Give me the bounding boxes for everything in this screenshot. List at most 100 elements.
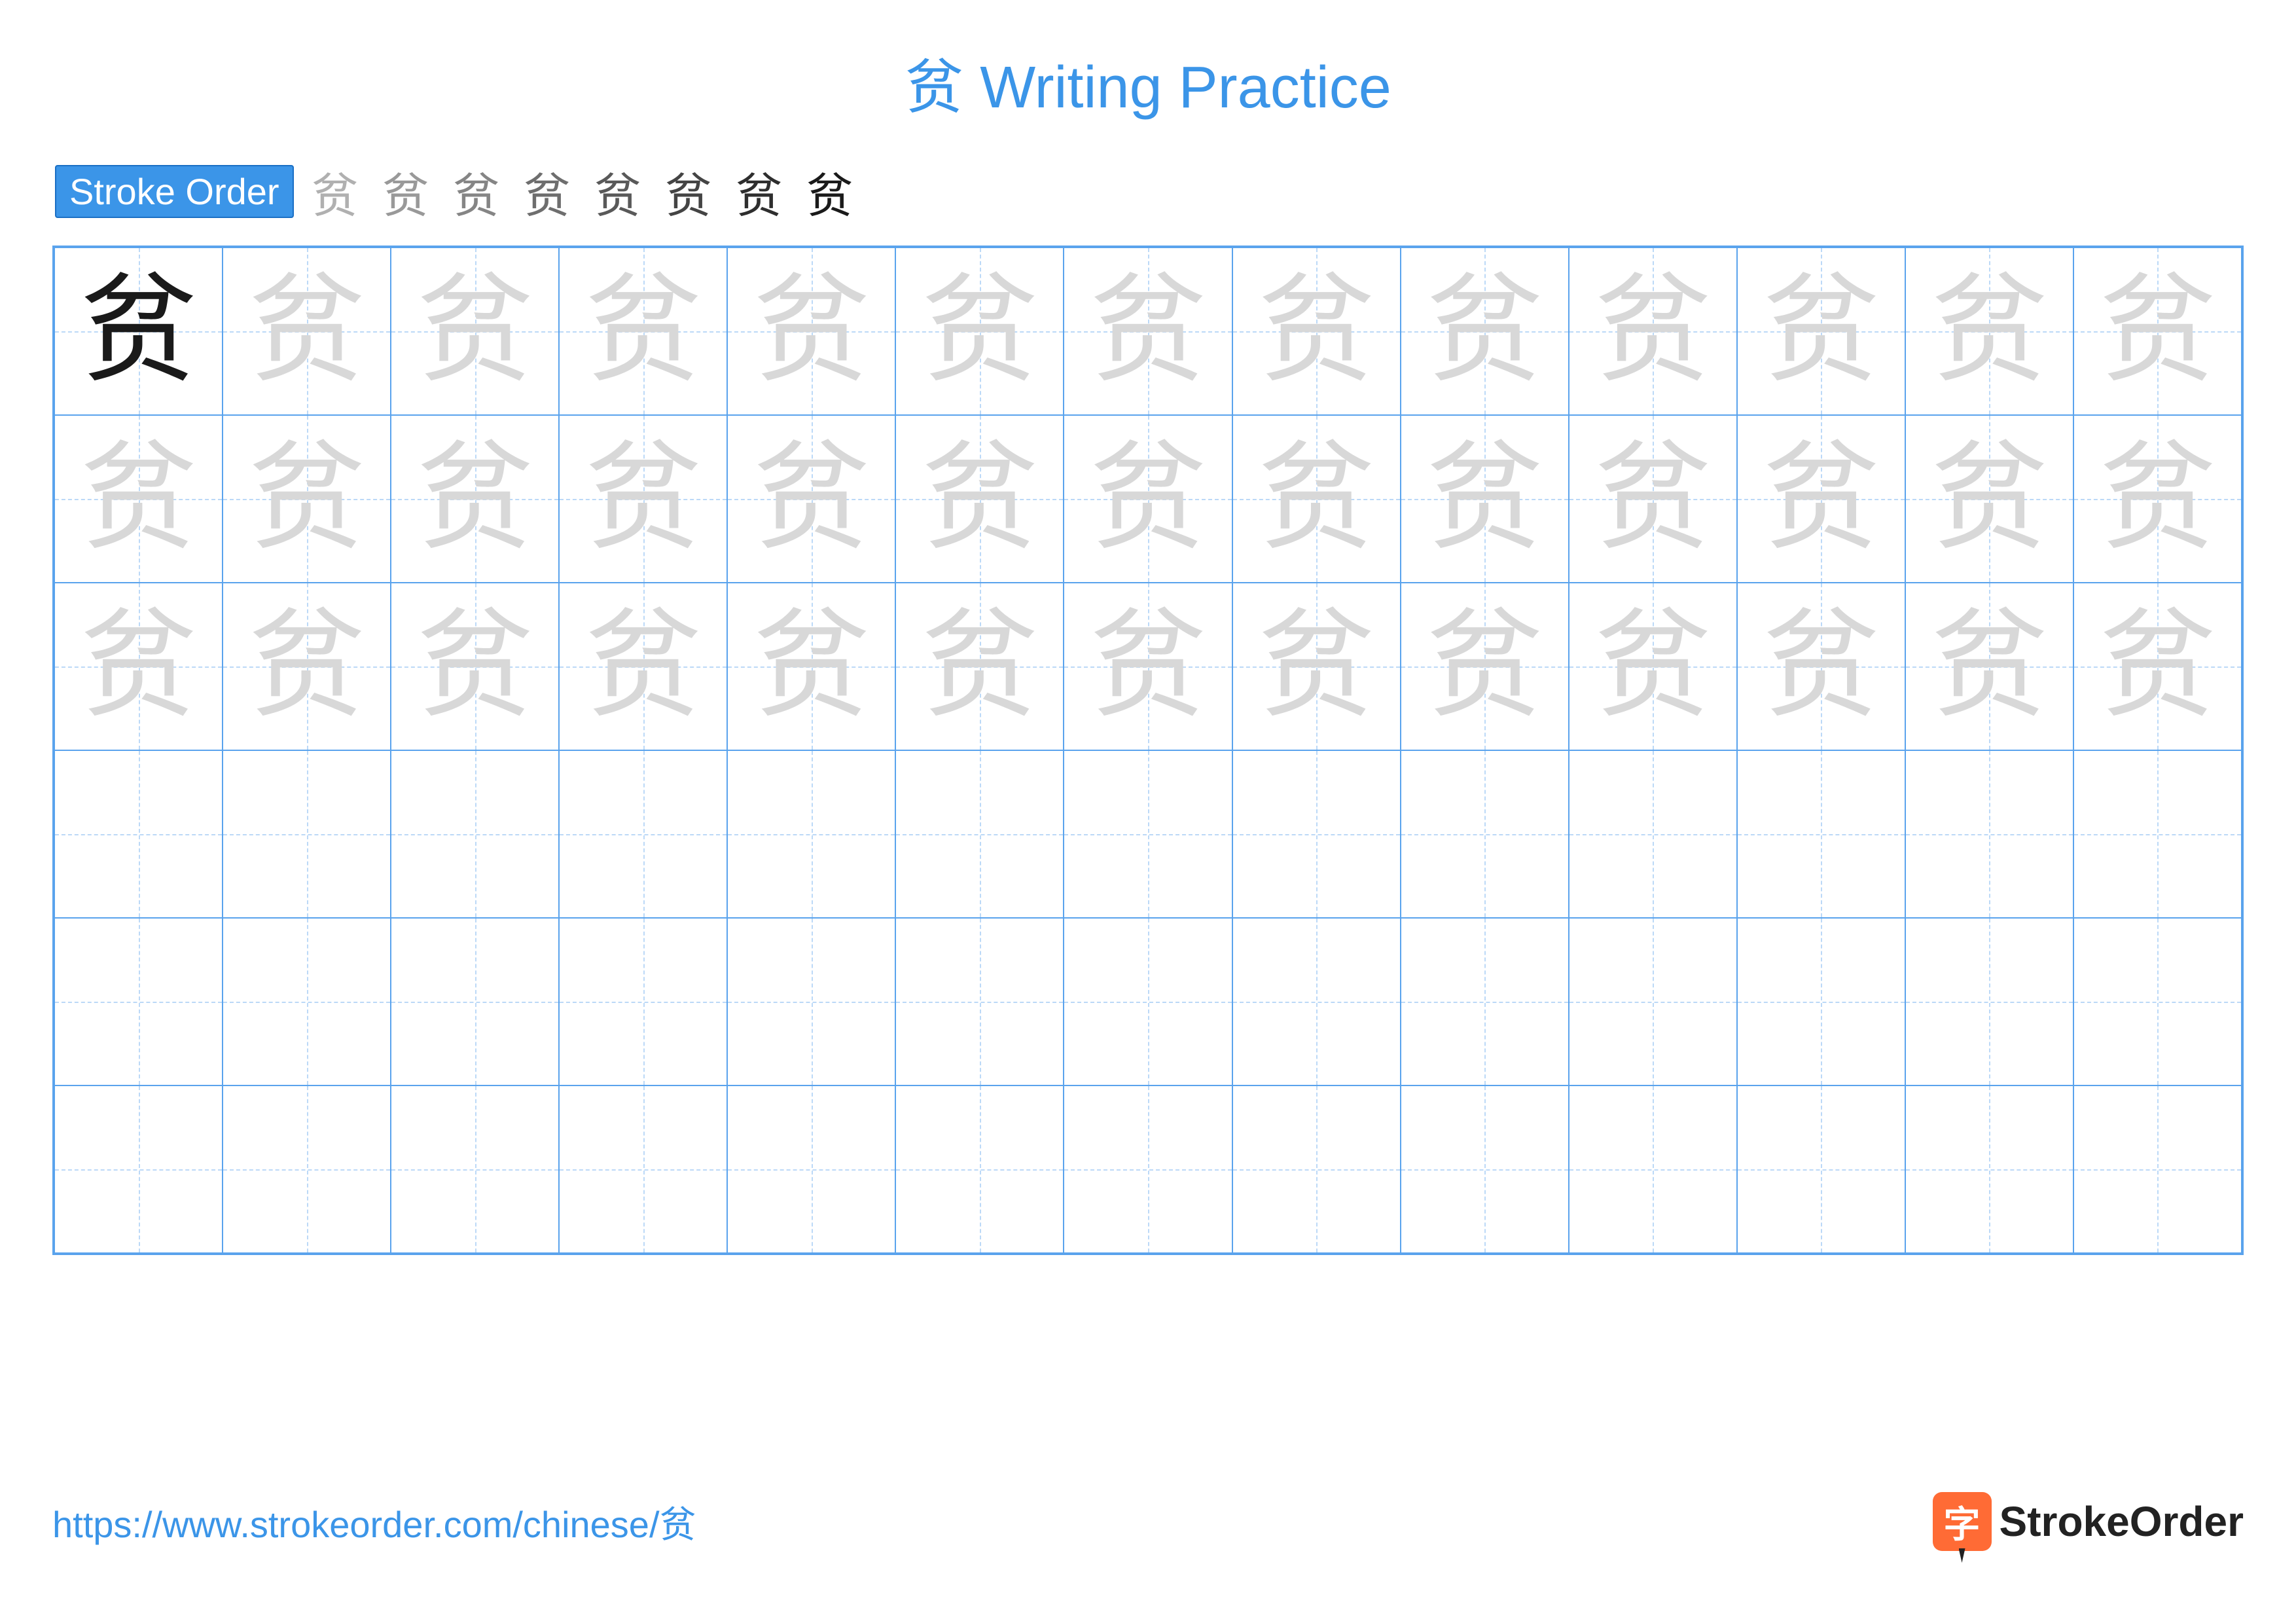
trace-char: 贫 [248,440,366,558]
grid-cell: 贫 [559,247,727,415]
grid-cell: 贫 [1064,583,1232,750]
trace-char: 贫 [1594,272,1712,390]
grid-cell: 贫 [1737,583,1905,750]
grid-cell: 贫 [1064,415,1232,583]
grid-cell: 贫 [727,247,895,415]
trace-char: 贫 [584,272,702,390]
grid-cell: 贫 [223,247,391,415]
trace-char: 贫 [584,440,702,558]
grid-cell [559,750,727,918]
stroke-step-4: 贫 [518,157,577,226]
grid-cell [895,750,1064,918]
logo: 字 StrokeOrder [1933,1492,2244,1551]
grid-cell: 贫 [1569,415,1737,583]
stroke-step-8: 贫 [800,157,859,226]
grid-cell [727,918,895,1085]
grid-cell [1737,750,1905,918]
grid-cell: 贫 [54,415,223,583]
grid-cell: 贫 [727,415,895,583]
trace-char: 贫 [1594,608,1712,725]
grid-cell: 贫 [1232,415,1401,583]
trace-char: 贫 [1762,608,1880,725]
grid-cell: 贫 [2073,247,2242,415]
trace-char: 贫 [416,608,534,725]
grid-cell [559,1085,727,1253]
grid-cell: 贫 [391,247,559,415]
grid-cell: 贫 [2073,415,2242,583]
grid-cell: 贫 [1064,247,1232,415]
grid-cell [1232,918,1401,1085]
trace-char: 贫 [1426,608,1543,725]
grid-cell [1401,918,1569,1085]
trace-char: 贫 [80,440,198,558]
grid-cell [223,918,391,1085]
trace-char: 贫 [248,272,366,390]
grid-cell: 贫 [223,583,391,750]
grid-cell [1064,750,1232,918]
logo-text: StrokeOrder [2000,1497,2244,1546]
grid-cell [54,918,223,1085]
grid-cell: 贫 [1905,583,2073,750]
grid-cell [2073,918,2242,1085]
grid-cell [727,1085,895,1253]
stroke-step-7: 贫 [730,157,789,226]
trace-char: 贫 [1762,272,1880,390]
grid-cell: 贫 [1905,247,2073,415]
grid-cell [223,750,391,918]
trace-char: 贫 [1426,440,1543,558]
source-url[interactable]: https://www.strokeorder.com/chinese/贫 [52,1495,696,1548]
grid-cell: 贫 [1737,415,1905,583]
trace-char: 贫 [921,272,1039,390]
stroke-step-1: 贫 [306,157,365,226]
trace-char: 贫 [1426,272,1543,390]
practice-grid: 贫贫贫贫贫贫贫贫贫贫贫贫贫贫贫贫贫贫贫贫贫贫贫贫贫贫贫贫贫贫贫贫贫贫贫贫贫贫贫 [52,246,2244,1255]
grid-cell [1232,1085,1401,1253]
grid-cell: 贫 [391,415,559,583]
title-char: 贫 [905,55,963,120]
grid-cell: 贫 [895,247,1064,415]
grid-cell: 贫 [1232,583,1401,750]
trace-char: 贫 [2098,272,2216,390]
grid-cell: 贫 [895,415,1064,583]
grid-row [54,1085,2242,1253]
grid-row: 贫贫贫贫贫贫贫贫贫贫贫贫贫 [54,583,2242,750]
trace-char: 贫 [584,608,702,725]
trace-char: 贫 [921,440,1039,558]
grid-cell [1401,750,1569,918]
grid-cell: 贫 [1905,415,2073,583]
grid-cell: 贫 [1569,583,1737,750]
grid-cell [1232,750,1401,918]
grid-cell [1905,1085,2073,1253]
grid-cell [391,750,559,918]
grid-cell: 贫 [1232,247,1401,415]
grid-cell [1737,918,1905,1085]
grid-cell: 贫 [391,583,559,750]
grid-cell [1569,918,1737,1085]
grid-cell: 贫 [559,583,727,750]
grid-cell [1064,918,1232,1085]
grid-row: 贫贫贫贫贫贫贫贫贫贫贫贫贫 [54,415,2242,583]
grid-cell: 贫 [1569,247,1737,415]
grid-cell: 贫 [559,415,727,583]
trace-char: 贫 [80,608,198,725]
grid-cell [895,918,1064,1085]
trace-char: 贫 [1257,608,1375,725]
stroke-order-label: Stroke Order [55,165,294,218]
trace-char: 贫 [1257,440,1375,558]
trace-char: 贫 [416,272,534,390]
grid-cell: 贫 [1401,583,1569,750]
trace-char: 贫 [1089,608,1207,725]
grid-cell: 贫 [1401,415,1569,583]
grid-cell [895,1085,1064,1253]
stroke-step-3: 贫 [447,157,506,226]
trace-char: 贫 [2098,440,2216,558]
trace-char: 贫 [1930,272,2048,390]
grid-cell [559,918,727,1085]
page-title: 贫 Writing Practice [52,39,2244,124]
stroke-steps: 贫贫贫贫贫贫贫贫 [306,157,859,226]
trace-char: 贫 [921,608,1039,725]
trace-char: 贫 [1594,440,1712,558]
grid-row [54,750,2242,918]
grid-cell: 贫 [54,247,223,415]
grid-cell: 贫 [1401,247,1569,415]
